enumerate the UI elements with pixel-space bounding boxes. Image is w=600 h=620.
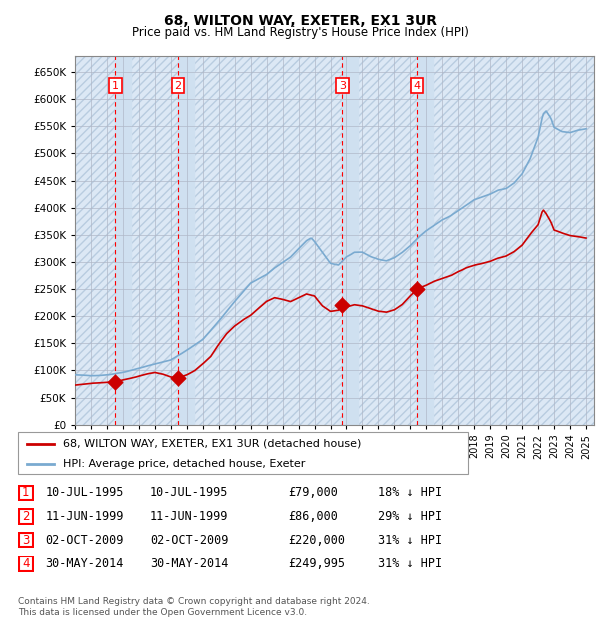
Text: 3: 3 <box>22 534 29 546</box>
Point <box>110 377 120 387</box>
Bar <box>178 56 194 425</box>
Text: 4: 4 <box>413 81 421 91</box>
Text: £220,000: £220,000 <box>288 534 345 546</box>
FancyBboxPatch shape <box>19 533 33 547</box>
Point <box>338 301 347 311</box>
Text: 11-JUN-1999: 11-JUN-1999 <box>150 510 229 523</box>
Text: 29% ↓ HPI: 29% ↓ HPI <box>378 510 442 523</box>
Bar <box>343 56 358 425</box>
FancyBboxPatch shape <box>18 432 468 474</box>
Text: 68, WILTON WAY, EXETER, EX1 3UR (detached house): 68, WILTON WAY, EXETER, EX1 3UR (detache… <box>63 439 361 449</box>
FancyBboxPatch shape <box>19 556 33 571</box>
Text: Price paid vs. HM Land Registry's House Price Index (HPI): Price paid vs. HM Land Registry's House … <box>131 26 469 39</box>
Text: 30-MAY-2014: 30-MAY-2014 <box>46 557 124 570</box>
Text: 68, WILTON WAY, EXETER, EX1 3UR: 68, WILTON WAY, EXETER, EX1 3UR <box>163 14 437 28</box>
Text: £249,995: £249,995 <box>288 557 345 570</box>
Point <box>412 284 422 294</box>
FancyBboxPatch shape <box>19 509 33 524</box>
Text: 02-OCT-2009: 02-OCT-2009 <box>150 534 229 546</box>
FancyBboxPatch shape <box>19 485 33 500</box>
Text: 31% ↓ HPI: 31% ↓ HPI <box>378 557 442 570</box>
Text: 10-JUL-1995: 10-JUL-1995 <box>150 487 229 499</box>
Bar <box>417 56 433 425</box>
Point <box>173 373 182 383</box>
Text: 1: 1 <box>22 487 29 499</box>
Bar <box>115 56 131 425</box>
Text: 30-MAY-2014: 30-MAY-2014 <box>150 557 229 570</box>
Text: 31% ↓ HPI: 31% ↓ HPI <box>378 534 442 546</box>
Text: 10-JUL-1995: 10-JUL-1995 <box>46 487 124 499</box>
Text: 4: 4 <box>22 557 29 570</box>
Text: 1: 1 <box>112 81 119 91</box>
Text: 2: 2 <box>174 81 181 91</box>
Text: 2: 2 <box>22 510 29 523</box>
Text: 3: 3 <box>339 81 346 91</box>
Text: 11-JUN-1999: 11-JUN-1999 <box>46 510 124 523</box>
Text: £86,000: £86,000 <box>288 510 338 523</box>
Text: 18% ↓ HPI: 18% ↓ HPI <box>378 487 442 499</box>
Text: £79,000: £79,000 <box>288 487 338 499</box>
Text: 02-OCT-2009: 02-OCT-2009 <box>46 534 124 546</box>
Text: HPI: Average price, detached house, Exeter: HPI: Average price, detached house, Exet… <box>63 459 305 469</box>
Text: Contains HM Land Registry data © Crown copyright and database right 2024.
This d: Contains HM Land Registry data © Crown c… <box>18 598 370 617</box>
